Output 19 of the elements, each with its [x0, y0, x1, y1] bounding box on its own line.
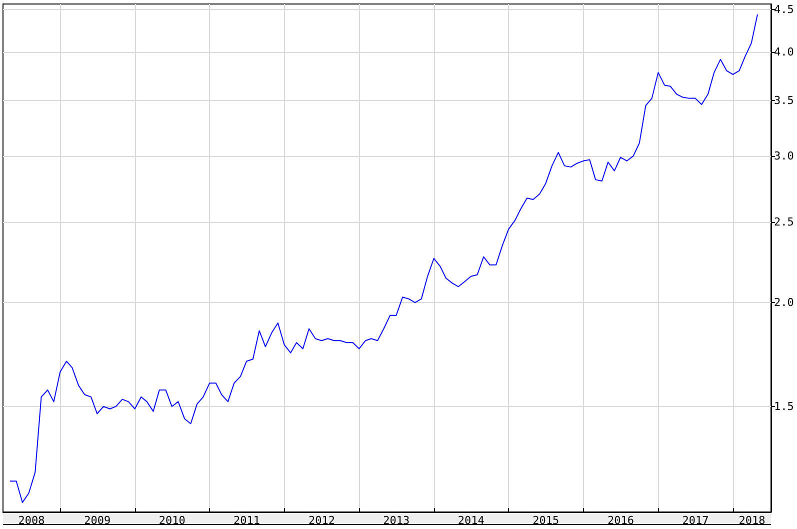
x-tick-label: 2014	[458, 514, 485, 527]
x-tick-label: 2012	[308, 514, 335, 527]
x-tick-label: 2016	[608, 514, 634, 527]
x-tick-label: 2010	[158, 514, 186, 527]
x-tick-label: 2011	[234, 514, 260, 527]
x-tick-label: 2015	[532, 514, 560, 527]
x-tick-label: 2017	[682, 514, 709, 527]
y-tick-label: 3.5	[774, 94, 794, 107]
x-tick-label: 2008	[18, 514, 45, 527]
y-tick-label: 2.5	[774, 215, 794, 228]
line-series	[9, 14, 758, 503]
y-tick-label: 4.0	[774, 46, 794, 59]
x-tick-label: 2013	[383, 514, 410, 527]
x-tick-label: 2018	[738, 514, 766, 527]
y-tick-label: 2.0	[774, 296, 794, 310]
y-tick-label: 3.0	[774, 150, 794, 163]
y-tick-label: 1.5	[774, 400, 794, 413]
x-tick-label: 2009	[84, 514, 111, 527]
y-tick-label: 4.5	[774, 3, 794, 16]
